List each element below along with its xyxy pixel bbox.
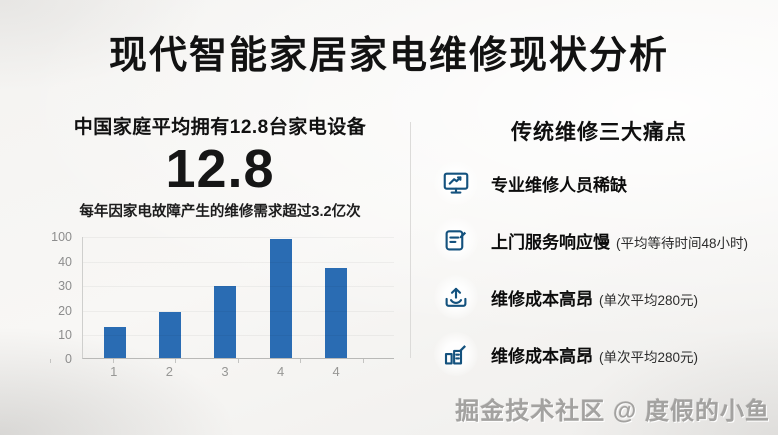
y-tick-label: 10 bbox=[58, 327, 72, 342]
painpoint-text: 上门服务响应慢 (平均等待时间48小时) bbox=[491, 228, 748, 253]
gridline bbox=[83, 261, 394, 263]
painpoint-item: 维修成本高昂 (单次平均280元) bbox=[428, 275, 770, 319]
x-axis-tickmark bbox=[237, 359, 239, 364]
x-tick-label: 3 bbox=[221, 364, 229, 380]
bar bbox=[103, 326, 126, 359]
document-edit-icon bbox=[434, 218, 478, 262]
painpoint-item: 维修成本高昂 (单次平均280元) bbox=[428, 332, 770, 376]
x-tick-label: 1 bbox=[110, 364, 118, 380]
vertical-divider bbox=[410, 122, 411, 358]
y-tick-label: 100 bbox=[51, 230, 72, 245]
watermark: 掘金技术社区 @ 度假的小鱼 bbox=[455, 398, 770, 425]
painpoint-text: 维修成本高昂 (单次平均280元) bbox=[491, 342, 698, 367]
chart-xlabels: 1 2 3 4 4 bbox=[86, 359, 364, 379]
stats-headline: 中国家庭平均拥有12.8台家电设备 bbox=[73, 117, 367, 138]
painpoint-item: 专业维修人员稀缺 bbox=[428, 161, 770, 205]
painpoint-item: 上门服务响应慢 (平均等待时间48小时) bbox=[428, 218, 770, 262]
x-axis-tickmark bbox=[112, 359, 114, 364]
y-tick-label: 40 bbox=[58, 254, 72, 269]
painpoint-detail: (单次平均280元) bbox=[599, 349, 699, 365]
painpoints-panel: 传统维修三大痛点 专业维修人员稀缺 bbox=[428, 116, 770, 389]
chart-plot bbox=[82, 237, 394, 360]
x-tick-label: 2 bbox=[165, 364, 173, 380]
x-axis-tickmark bbox=[300, 359, 302, 364]
painpoint-text: 维修成本高昂 (单次平均280元) bbox=[491, 285, 698, 310]
painpoints-header: 传统维修三大痛点 bbox=[511, 121, 687, 144]
painpoint-label: 专业维修人员稀缺 bbox=[491, 175, 627, 195]
chart-bars bbox=[87, 237, 364, 359]
big-number: 12.8 bbox=[165, 139, 275, 199]
gridline bbox=[83, 334, 394, 336]
y-tick-label: 30 bbox=[58, 279, 72, 294]
painpoint-detail: (单次平均280元) bbox=[599, 292, 699, 308]
bar bbox=[269, 238, 292, 359]
painpoint-label: 上门服务响应慢 bbox=[491, 232, 610, 252]
bar bbox=[325, 268, 348, 359]
painpoint-label: 维修成本高昂 bbox=[491, 346, 593, 366]
gridline bbox=[83, 237, 394, 239]
painpoint-label: 维修成本高昂 bbox=[491, 289, 593, 309]
y-tick-label: 20 bbox=[58, 303, 72, 318]
painpoint-detail: (平均等待时间48小时) bbox=[616, 235, 749, 251]
page-title: 现代智能家居家电维修现状分析 bbox=[108, 35, 669, 77]
building-edit-icon bbox=[434, 332, 478, 376]
chart-ylabels: 100 40 30 20 10 0 bbox=[46, 231, 76, 365]
chart-xtickmarks bbox=[50, 359, 364, 364]
bar bbox=[214, 286, 237, 359]
x-tick-label: 4 bbox=[332, 364, 340, 380]
upload-tray-icon bbox=[434, 275, 478, 319]
gridline bbox=[83, 310, 394, 312]
painpoint-text: 专业维修人员稀缺 bbox=[491, 171, 633, 196]
stats-panel: 中国家庭平均拥有12.8台家电设备 12.8 每年因家电故障产生的维修需求超过3… bbox=[46, 112, 394, 389]
x-axis-tickmark bbox=[362, 359, 364, 364]
x-axis-tickmark bbox=[175, 359, 177, 364]
stats-subtext: 每年因家电故障产生的维修需求超过3.2亿次 bbox=[79, 204, 361, 221]
monitor-chart-icon bbox=[434, 161, 478, 205]
bar bbox=[159, 311, 182, 359]
x-tick-label: 4 bbox=[276, 364, 285, 380]
gridline bbox=[83, 286, 394, 288]
y-tick-label: 0 bbox=[65, 352, 72, 367]
x-axis-tickmark bbox=[50, 359, 51, 364]
